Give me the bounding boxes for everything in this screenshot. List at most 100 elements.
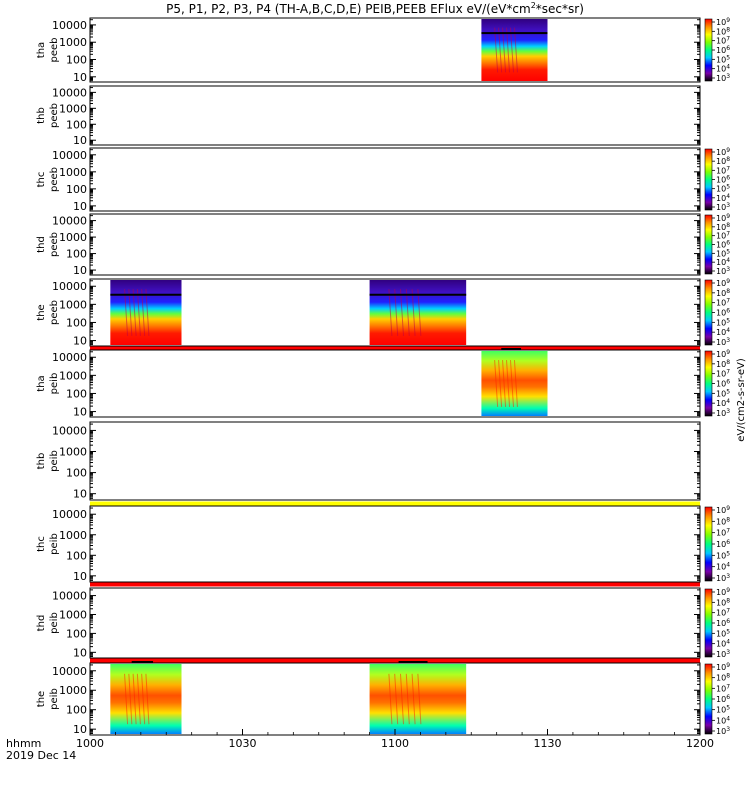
panel-tha-peib <box>89 348 715 418</box>
colorbar-tick-label: 106 <box>716 240 730 250</box>
x-tick-label: 1030 <box>229 737 257 750</box>
spectrogram-texture <box>136 289 141 336</box>
colorbar-tick-label: 105 <box>716 628 730 638</box>
colorbar-tick-label: 107 <box>716 165 730 175</box>
colorbar-tick-label: 109 <box>716 349 730 359</box>
y-tick-label: 1000 <box>59 36 87 49</box>
colorbar-tick-label: 105 <box>716 54 730 64</box>
panel-the-peib <box>89 661 715 736</box>
y-tick-label: 10 <box>73 723 87 736</box>
y-tick-label: 1000 <box>59 298 87 311</box>
y-tick-label: 10 <box>73 264 87 277</box>
colorbar-tick-label: 105 <box>716 248 730 258</box>
colorbar-tick-label: 103 <box>716 266 730 276</box>
panel-frame <box>89 349 701 418</box>
panel-label: thd <box>36 615 47 632</box>
y-tick-label: 100 <box>66 627 87 640</box>
y-tick-label: 10 <box>73 71 87 84</box>
colorbar-tick-label: 103 <box>716 73 730 83</box>
spectrogram-texture <box>509 27 514 73</box>
colorbar-tick-label: 104 <box>716 64 730 74</box>
spectrogram-texture <box>132 289 137 336</box>
spectrogram-texture <box>145 673 150 725</box>
spectrogram-texture <box>513 27 518 73</box>
panel-frame <box>89 587 701 659</box>
colorbar-tick-label: 103 <box>716 408 730 418</box>
colorbar <box>704 663 713 735</box>
y-tick-label: 10 <box>73 335 87 348</box>
colorbar <box>704 18 713 82</box>
colorbar-tick-label: 108 <box>716 26 730 36</box>
colorbar-tick-label: 104 <box>716 327 730 337</box>
colorbar-tick-label: 103 <box>716 726 730 736</box>
colorbar-tick-label: 103 <box>716 202 730 212</box>
panel-thc-peeb <box>89 147 715 212</box>
y-tick-label: 100 <box>66 387 87 400</box>
spectrogram-texture <box>128 673 133 725</box>
y-tick-label: 100 <box>66 704 87 717</box>
panel-background <box>90 18 700 82</box>
colorbar-tick-label: 109 <box>716 505 730 515</box>
spectrogram-texture <box>498 27 503 73</box>
y-tick-label: 10000 <box>52 665 87 678</box>
y-tick-label: 10 <box>73 646 87 659</box>
panel-label: the <box>36 304 47 320</box>
y-tick-label: 100 <box>66 316 87 329</box>
y-tick-label: 100 <box>66 549 87 562</box>
colorbar-tick-label: 109 <box>716 587 730 597</box>
panel-label: peib <box>49 533 60 555</box>
panel-label: peeb <box>49 300 60 325</box>
panel-thd-peeb <box>89 213 715 276</box>
panel-label: tha <box>36 375 47 391</box>
spectrogram-band <box>481 32 548 35</box>
y-tick-label: 10000 <box>52 508 87 521</box>
colorbar-tick-label: 107 <box>716 528 730 538</box>
y-tick-label: 100 <box>66 54 87 67</box>
colorbar-tick-label: 104 <box>716 193 730 203</box>
y-tick-label: 10 <box>73 406 87 419</box>
spectrogram-texture <box>417 289 422 336</box>
panel-label: peib <box>49 373 60 395</box>
y-tick-label: 10000 <box>52 86 87 99</box>
colorbar-tick-label: 107 <box>716 683 730 693</box>
y-tick-label: 100 <box>66 248 87 261</box>
colorbar-tick-label: 109 <box>716 662 730 672</box>
colorbar <box>704 350 713 417</box>
colorbar-tick-label: 103 <box>716 649 730 659</box>
panel-thb-peeb <box>89 85 701 146</box>
spectrogram-texture <box>394 673 399 725</box>
colorbar-tick-label: 107 <box>716 36 730 46</box>
colorbar-tick-label: 105 <box>716 184 730 194</box>
colorbar-tick-label: 105 <box>716 388 730 398</box>
colorbar-tick-label: 104 <box>716 715 730 725</box>
colorbar-tick-label: 104 <box>716 398 730 408</box>
spectrogram-texture <box>124 673 129 725</box>
panel-background <box>90 86 700 145</box>
spectrogram-band <box>398 661 428 663</box>
panel-tha-peeb <box>89 17 715 83</box>
panel-frame <box>89 147 701 212</box>
colorbar <box>704 506 713 582</box>
colorbar-tick-label: 104 <box>716 562 730 572</box>
panel-label: tha <box>36 42 47 58</box>
colorbar-tick-label: 109 <box>716 147 730 157</box>
spectrogram-band <box>131 661 154 663</box>
y-tick-label: 10 <box>73 488 87 501</box>
colorbar-tick-label: 107 <box>716 369 730 379</box>
spectrogram-texture <box>136 673 141 725</box>
spectrogram-texture <box>388 289 393 336</box>
colorbar-tick-label: 108 <box>716 222 730 232</box>
spectrogram-band <box>369 293 467 296</box>
y-tick-label: 10000 <box>52 424 87 437</box>
x-tick-label: 1100 <box>381 737 409 750</box>
panel-label: peib <box>49 450 60 472</box>
date-label: 2019 Dec 14 <box>6 749 76 762</box>
colorbar-tick-label: 108 <box>716 156 730 166</box>
spectrogram-texture <box>513 360 518 407</box>
panel-label: peib <box>49 688 60 710</box>
panel-background <box>90 422 700 500</box>
y-tick-label: 10 <box>73 134 87 147</box>
panel-thb-peib <box>89 421 701 501</box>
spectrogram-texture <box>128 289 133 336</box>
